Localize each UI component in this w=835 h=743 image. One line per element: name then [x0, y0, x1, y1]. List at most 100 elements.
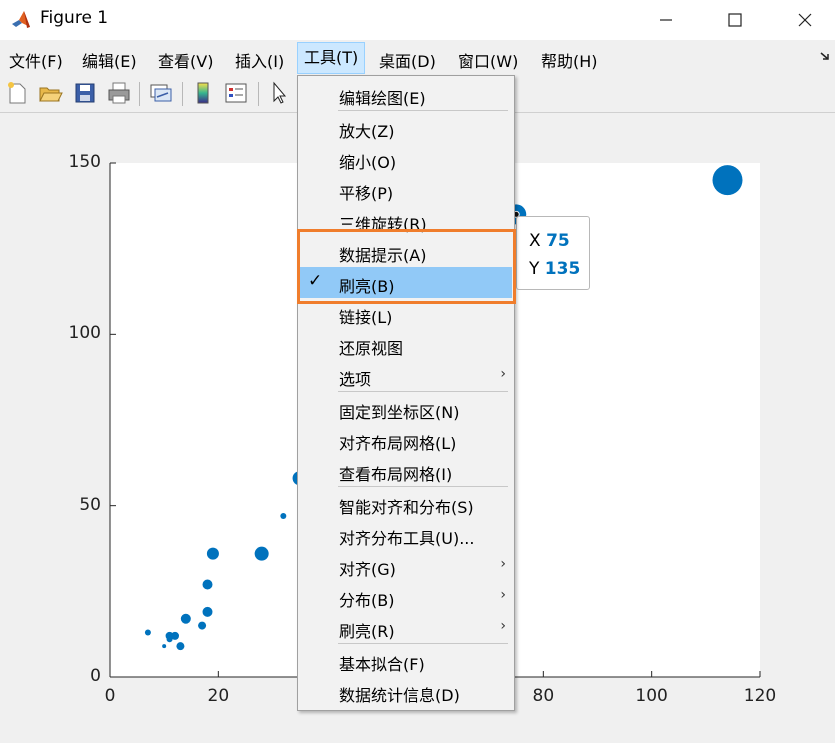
scatter-point[interactable]	[254, 546, 269, 561]
menu-bar: 文件(F) 编辑(E) 查看(V) 插入(I) 工具(T) 桌面(D) 窗口(W…	[0, 42, 835, 74]
link-plot-icon[interactable]	[148, 80, 174, 106]
print-icon[interactable]	[106, 80, 132, 106]
save-icon[interactable]	[72, 80, 98, 106]
dock-arrow-icon[interactable]	[819, 50, 831, 66]
menu-separator	[338, 643, 508, 644]
menu-item-label: 查看布局网格(I)	[339, 465, 453, 484]
menu-tools[interactable]: 工具(T)	[297, 42, 366, 74]
scatter-point[interactable]	[176, 642, 185, 651]
scatter-point[interactable]	[202, 606, 213, 617]
menu-file[interactable]: 文件(F)	[9, 52, 63, 71]
menu-item-reset-view[interactable]: 还原视图	[298, 329, 512, 360]
legend-icon[interactable]	[223, 80, 249, 106]
menu-item-brush-submenu[interactable]: 刷亮(R) ›	[298, 612, 512, 643]
menu-item-align-distribute-tool[interactable]: 对齐分布工具(U)...	[298, 519, 512, 550]
new-figure-icon[interactable]	[4, 80, 30, 106]
datatip[interactable]: X 75 Y 135	[516, 216, 590, 290]
menu-item-zoom-in[interactable]: 放大(Z)	[298, 112, 512, 143]
colorbar-icon[interactable]	[190, 80, 216, 106]
scatter-point[interactable]	[198, 621, 207, 630]
x-tick-label: 0	[104, 686, 116, 706]
menu-view[interactable]: 查看(V)	[158, 52, 214, 71]
x-tick-label: 100	[635, 686, 668, 706]
menu-help[interactable]: 帮助(H)	[541, 52, 598, 71]
datatip-x-value: 75	[546, 231, 570, 251]
annotation-highlight-box	[297, 229, 516, 304]
menu-item-label: 编辑绘图(E)	[339, 89, 426, 108]
menu-item-brush[interactable]: ✓ 刷亮(B)	[298, 267, 512, 298]
y-tick-label: 0	[90, 666, 101, 686]
toolbar-separator	[182, 82, 183, 106]
menu-insert[interactable]: 插入(I)	[235, 52, 285, 71]
toolbar-separator	[258, 82, 259, 106]
menu-item-label: 数据提示(A)	[339, 246, 427, 265]
menu-item-align[interactable]: 对齐(G) ›	[298, 550, 512, 581]
menu-item-basic-fitting[interactable]: 基本拟合(F)	[298, 645, 512, 676]
menu-item-label: 分布(B)	[339, 591, 395, 610]
menu-item-data-tips[interactable]: 数据提示(A)	[298, 236, 512, 267]
x-tick-label: 80	[532, 686, 555, 706]
menu-separator	[338, 486, 508, 487]
menu-item-view-grid[interactable]: 查看布局网格(I)	[298, 455, 512, 486]
pointer-icon[interactable]	[266, 80, 292, 106]
menu-item-label: 基本拟合(F)	[339, 655, 425, 674]
y-tick-label: 50	[79, 494, 101, 515]
menu-separator	[338, 391, 508, 392]
datatip-x-label: X	[529, 231, 541, 251]
menu-item-label: 还原视图	[339, 339, 404, 358]
menu-item-distribute[interactable]: 分布(B) ›	[298, 581, 512, 612]
submenu-arrow-icon: ›	[500, 366, 506, 382]
menu-item-options[interactable]: 选项 ›	[298, 360, 512, 391]
maximize-icon[interactable]	[712, 0, 758, 40]
menu-item-snap-to-grid[interactable]: 对齐布局网格(L)	[298, 424, 512, 455]
scatter-point[interactable]	[280, 512, 287, 519]
menu-item-label: 刷亮(R)	[339, 622, 395, 641]
tools-dropdown-menu: 编辑绘图(E) 放大(Z) 缩小(O) 平移(P) 三维旋转(R) 数据提示(A…	[297, 75, 515, 711]
scatter-point[interactable]	[202, 579, 213, 590]
menu-item-label: 对齐(G)	[339, 560, 396, 579]
menu-item-smart-align[interactable]: 智能对齐和分布(S)	[298, 488, 512, 519]
close-icon[interactable]	[782, 0, 828, 40]
datatip-y-value: 135	[544, 259, 581, 279]
scatter-point[interactable]	[144, 629, 151, 636]
menu-item-label: 缩小(O)	[339, 153, 397, 172]
x-tick-label: 120	[743, 686, 777, 706]
menu-item-label: 平移(P)	[339, 184, 394, 203]
menu-separator	[338, 110, 508, 111]
menu-item-label: 对齐布局网格(L)	[339, 434, 457, 453]
check-icon: ✓	[308, 271, 323, 291]
menu-item-label: 对齐分布工具(U)...	[339, 529, 475, 548]
menu-item-link[interactable]: 链接(L)	[298, 298, 512, 329]
open-file-icon[interactable]	[37, 80, 63, 106]
menu-item-zoom-out[interactable]: 缩小(O)	[298, 143, 512, 174]
menu-item-label: 选项	[339, 370, 372, 389]
datatip-y-label: Y	[529, 259, 540, 279]
datatip-x-row: X 75	[529, 227, 589, 255]
scatter-point[interactable]	[171, 631, 179, 640]
scatter-point[interactable]	[206, 547, 219, 560]
menu-item-data-statistics[interactable]: 数据统计信息(D)	[298, 676, 512, 707]
scatter-point[interactable]	[162, 644, 167, 649]
menu-desktop[interactable]: 桌面(D)	[379, 52, 436, 71]
minimize-icon[interactable]	[643, 0, 689, 40]
y-tick-label: 150	[68, 152, 101, 172]
menu-item-pin-to-axes[interactable]: 固定到坐标区(N)	[298, 393, 512, 424]
menu-window[interactable]: 窗口(W)	[458, 52, 519, 71]
menu-item-pan[interactable]: 平移(P)	[298, 174, 512, 205]
menu-edit[interactable]: 编辑(E)	[82, 52, 137, 71]
menu-item-label: 数据统计信息(D)	[339, 686, 460, 705]
menu-item-label: 链接(L)	[339, 308, 393, 327]
submenu-arrow-icon: ›	[500, 556, 506, 572]
window-title: Figure 1	[40, 8, 109, 28]
menu-item-edit-plot[interactable]: 编辑绘图(E)	[298, 79, 512, 110]
scatter-point[interactable]	[712, 165, 743, 196]
scatter-point[interactable]	[180, 613, 191, 624]
menu-item-label: 放大(Z)	[339, 122, 395, 141]
title-bar: Figure 1	[0, 0, 835, 40]
y-tick-label: 100	[68, 323, 101, 344]
menu-item-label: 固定到坐标区(N)	[339, 403, 460, 422]
datatip-y-row: Y 135	[529, 255, 589, 283]
matlab-logo-icon	[12, 11, 30, 28]
x-tick-label: 20	[207, 686, 230, 706]
submenu-arrow-icon: ›	[500, 618, 506, 634]
